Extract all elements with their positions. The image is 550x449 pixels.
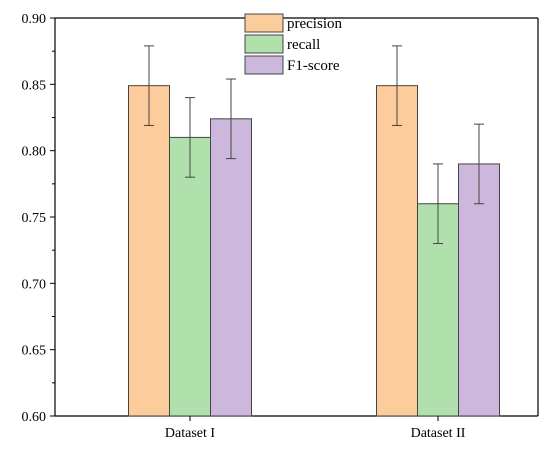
x-category-label: Dataset II — [411, 426, 466, 441]
x-category-label: Dataset I — [165, 426, 215, 441]
legend-swatch — [244, 34, 284, 54]
bar-f1-score-2 — [458, 163, 500, 417]
legend: precision recall F1-score — [244, 13, 342, 75]
y-axis-ticks: 0.60 0.65 0.70 0.75 0.80 0.85 0.90 — [22, 12, 55, 425]
legend-swatch — [244, 55, 284, 75]
bars — [128, 85, 500, 417]
bar-recall-1 — [169, 136, 211, 417]
error-bars — [144, 45, 484, 245]
legend-swatch — [244, 13, 284, 33]
x-axis-labels: Dataset I Dataset II — [165, 416, 466, 441]
y-tick-label: 0.80 — [22, 145, 47, 160]
bar-precision-2 — [376, 85, 418, 417]
y-tick-label: 0.90 — [22, 12, 47, 27]
y-tick-label: 0.75 — [22, 211, 47, 226]
bar-f1-score-1 — [210, 118, 252, 417]
legend-label: precision — [287, 16, 342, 32]
bar-precision-1 — [128, 85, 170, 417]
y-tick-label: 0.85 — [22, 78, 47, 93]
legend-label: F1-score — [287, 58, 340, 74]
y-tick-label: 0.60 — [22, 410, 47, 425]
y-tick-label: 0.70 — [22, 277, 47, 292]
y-tick-label: 0.65 — [22, 344, 47, 359]
legend-label: recall — [287, 37, 320, 53]
